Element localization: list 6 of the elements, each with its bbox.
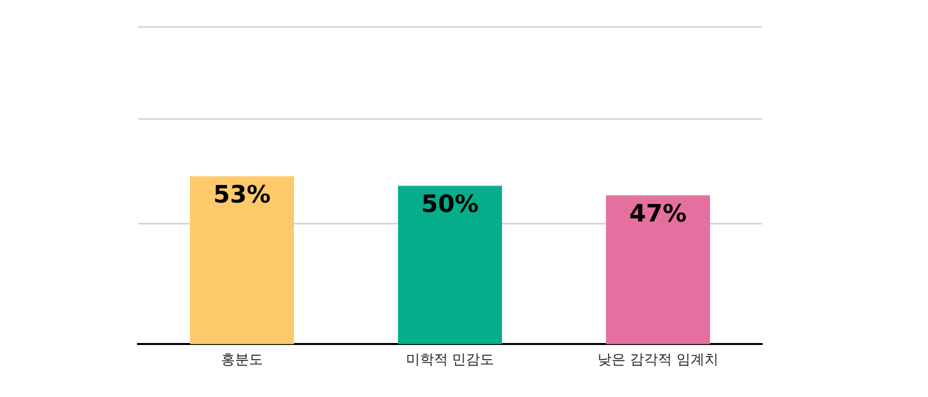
data-label: 47% [629, 199, 687, 228]
x-tick-label: 홍분도 [221, 352, 263, 368]
x-tick-label: 미학적 민감도 [406, 352, 494, 368]
data-label: 50% [421, 190, 479, 218]
x-tick-label: 낮은 감각적 임계치 [598, 352, 718, 368]
data-label: 53% [213, 180, 271, 208]
